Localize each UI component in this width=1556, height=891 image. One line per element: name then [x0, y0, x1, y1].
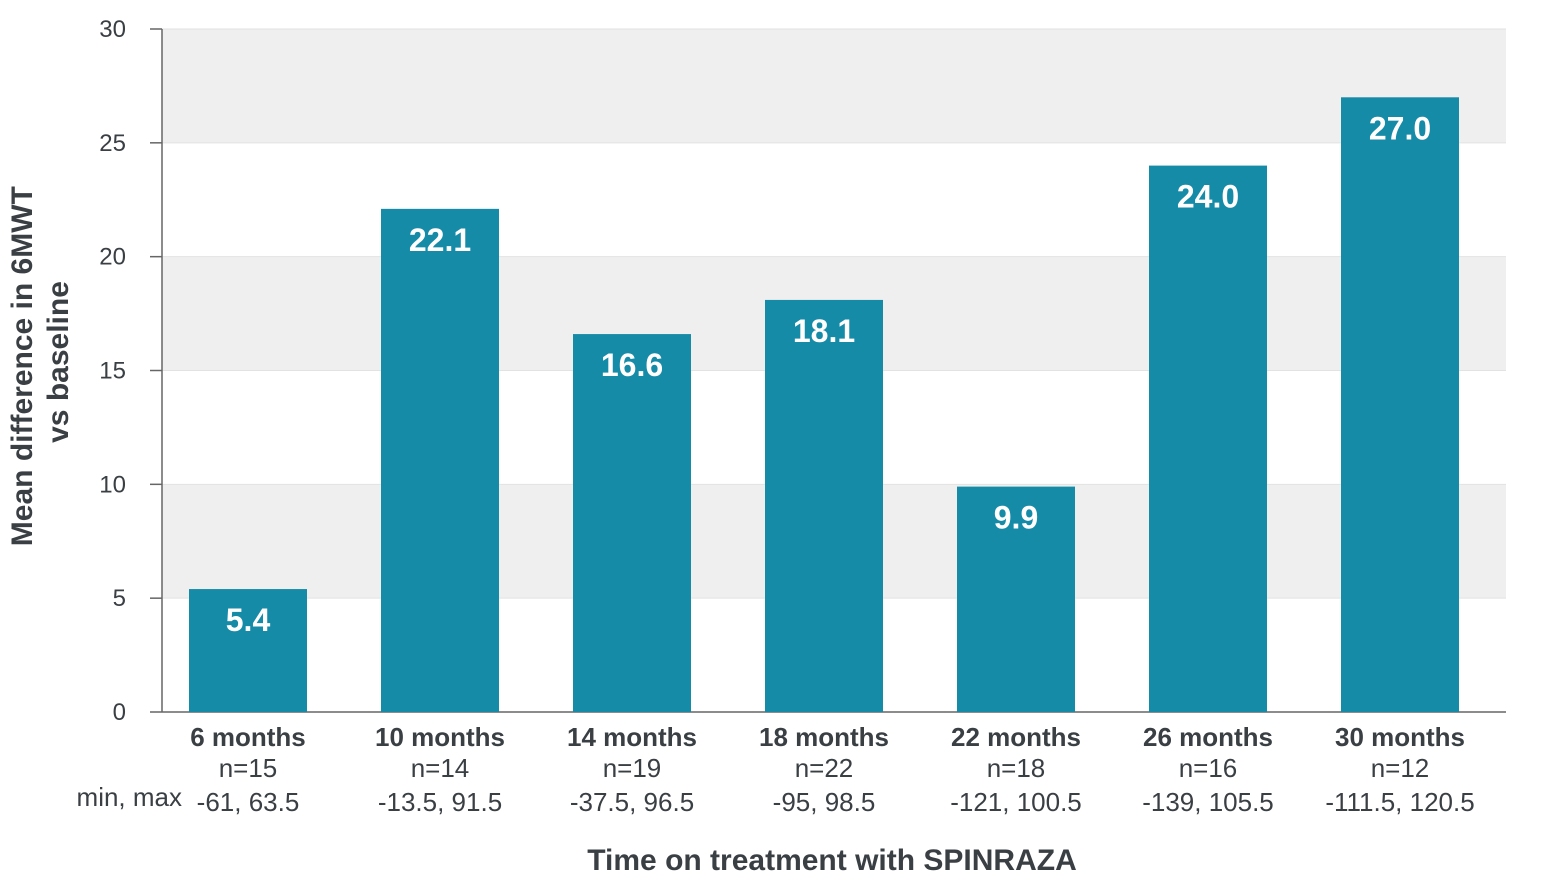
x-axis-title: Time on treatment with SPINRAZA — [587, 844, 1077, 877]
grid-band — [162, 29, 1506, 143]
y-tick-label: 30 — [99, 16, 126, 43]
bar-value-label: 16.6 — [601, 347, 663, 383]
y-tick-label: 25 — [99, 130, 126, 157]
y-axis-title-line-1: Mean difference in 6MWT — [6, 186, 39, 546]
minmax-label: -13.5, 91.5 — [378, 787, 502, 817]
minmax-label: -111.5, 120.5 — [1325, 787, 1474, 817]
minmax-label: -61, 63.5 — [197, 787, 300, 817]
n-label: n=19 — [603, 753, 662, 783]
x-category-label: 30 months — [1335, 722, 1465, 752]
y-axis-title: Mean difference in 6MWT vs baseline — [6, 178, 75, 546]
bar-value-label: 24.0 — [1177, 179, 1239, 215]
bar — [765, 299, 883, 712]
bar-value-label: 18.1 — [793, 313, 855, 349]
minmax-row-label: min, max — [77, 782, 182, 812]
bar-value-label: 5.4 — [226, 602, 271, 638]
bar — [381, 208, 499, 712]
x-category-label: 22 months — [951, 722, 1081, 752]
y-tick-labels: 0 5 10 15 20 25 30 — [99, 16, 162, 726]
bar — [573, 334, 691, 712]
bars: 5.4 22.1 16.6 18.1 9.9 24.0 27.0 — [189, 97, 1459, 713]
y-tick-label: 5 — [113, 585, 126, 612]
bar — [189, 589, 307, 712]
x-category-label: 14 months — [567, 722, 697, 752]
bar — [957, 486, 1075, 712]
minmax-label: -37.5, 96.5 — [570, 787, 694, 817]
bar-value-label: 27.0 — [1369, 110, 1431, 146]
n-label: n=22 — [795, 753, 854, 783]
n-label: n=16 — [1179, 753, 1238, 783]
bar — [1149, 165, 1267, 713]
y-tick-label: 10 — [99, 471, 126, 498]
x-category-label: 6 months — [190, 722, 306, 752]
y-tick-label: 0 — [113, 699, 126, 726]
n-label: n=18 — [987, 753, 1046, 783]
grid-band — [162, 142, 1506, 257]
n-label: n=12 — [1371, 753, 1430, 783]
x-category-label: 26 months — [1143, 722, 1273, 752]
minmax-label: -95, 98.5 — [773, 787, 876, 817]
bar-value-label: 9.9 — [994, 500, 1038, 536]
y-tick-label: 15 — [99, 358, 126, 385]
y-tick-label: 20 — [99, 244, 126, 271]
bar — [1341, 97, 1459, 713]
x-category-label: 10 months — [375, 722, 505, 752]
y-axis-title-line-2: vs baseline — [42, 281, 75, 443]
bar-value-label: 22.1 — [409, 222, 471, 258]
n-label: n=14 — [411, 753, 470, 783]
minmax-label: -121, 100.5 — [950, 787, 1082, 817]
n-label: n=15 — [219, 753, 278, 783]
x-category-label: 18 months — [759, 722, 889, 752]
minmax-label: -139, 105.5 — [1142, 787, 1274, 817]
